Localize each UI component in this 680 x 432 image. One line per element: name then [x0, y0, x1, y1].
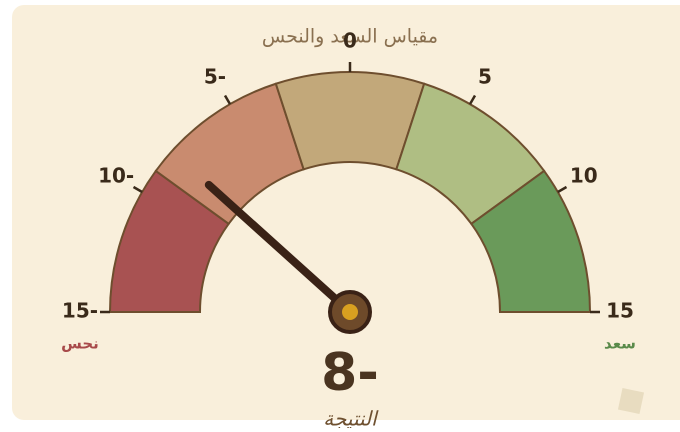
tick-label: 0: [343, 29, 357, 53]
needle-hub-center: [342, 304, 358, 320]
decoration: [617, 387, 645, 415]
value-caption: النتيجة: [323, 407, 379, 429]
tick-label: 5-: [204, 65, 226, 89]
tick-label: 15-: [62, 299, 98, 323]
tick-label: 10-: [98, 164, 134, 188]
min-label: نحس: [61, 335, 99, 353]
tick-mark: [223, 94, 232, 105]
tick-mark: [557, 185, 568, 194]
tick-label: 5: [478, 65, 492, 89]
needle: [204, 180, 354, 316]
chart-title: مقياس السعد والنحس: [262, 26, 438, 48]
tick-label: 15: [606, 299, 634, 323]
value-label: 8-: [321, 343, 379, 403]
tick-mark: [132, 185, 143, 194]
max-label: سعد: [604, 335, 636, 353]
card: [12, 5, 680, 420]
tick-mark: [468, 94, 477, 105]
tick-label: 10: [570, 164, 598, 188]
